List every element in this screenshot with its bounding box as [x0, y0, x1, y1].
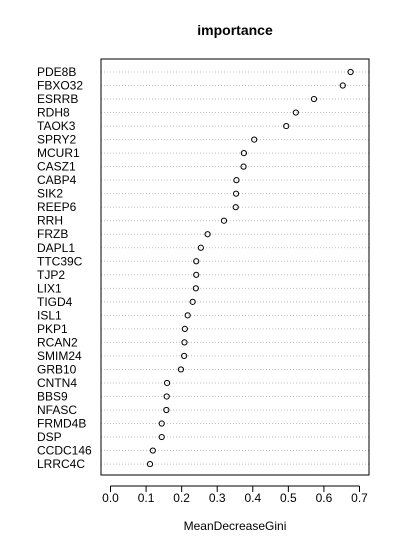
- category-label: ISL1: [37, 308, 62, 322]
- data-point: [184, 312, 191, 319]
- data-point: [292, 109, 299, 116]
- category-label: NFASC: [37, 403, 77, 417]
- data-point: [197, 244, 204, 251]
- category-label: CASZ1: [37, 160, 76, 174]
- category-label: FRZB: [37, 227, 68, 241]
- plot-frame: [100, 58, 370, 476]
- category-label: CCDC146: [37, 444, 92, 458]
- category-labels: PDE8BFBXO32ESRRBRDH8TAOK3SPRY2MCUR1CASZ1…: [37, 65, 92, 471]
- category-label: PKP1: [37, 322, 68, 336]
- category-label: DAPL1: [37, 241, 75, 255]
- x-tick-label: 0.1: [138, 491, 155, 505]
- data-point: [193, 271, 200, 278]
- data-point: [310, 95, 318, 103]
- x-tick-label: 0.7: [351, 491, 368, 505]
- category-label: SIK2: [37, 187, 63, 201]
- data-point: [193, 258, 200, 265]
- category-label: RRH: [37, 214, 63, 228]
- data-point: [251, 136, 258, 143]
- data-point: [181, 339, 188, 346]
- category-label: SPRY2: [37, 133, 76, 147]
- data-point: [192, 285, 199, 292]
- category-label: RCAN2: [37, 335, 78, 349]
- category-label: MCUR1: [37, 146, 80, 160]
- chart-title: importance: [197, 22, 273, 38]
- category-label: DSP: [37, 430, 62, 444]
- data-point: [158, 420, 165, 427]
- category-label: TTC39C: [37, 254, 83, 268]
- x-tick-label: 0.0: [102, 491, 119, 505]
- category-label: RDH8: [37, 106, 70, 120]
- data-point: [240, 163, 247, 170]
- category-label: LIX1: [37, 281, 62, 295]
- data-point: [158, 433, 165, 441]
- category-label: BBS9: [37, 389, 68, 403]
- category-label: PDE8B: [37, 65, 76, 79]
- data-point: [220, 217, 228, 224]
- data-point: [240, 150, 247, 157]
- data-point: [232, 204, 239, 211]
- category-label: FBXO32: [37, 79, 83, 93]
- category-label: LRRC4C: [37, 457, 85, 471]
- data-point: [146, 460, 154, 468]
- x-tick-label: 0.3: [209, 491, 226, 505]
- category-label: TJP2: [37, 268, 65, 282]
- category-label: CABP4: [37, 173, 77, 187]
- category-label: ESRRB: [37, 92, 78, 106]
- data-point: [204, 231, 211, 238]
- data-point: [163, 406, 170, 414]
- x-tick-label: 0.6: [316, 491, 333, 505]
- data-point: [339, 82, 346, 89]
- data-point: [283, 122, 290, 130]
- data-point: [233, 177, 240, 184]
- data-point: [189, 298, 196, 305]
- category-label: FRMD4B: [37, 417, 86, 431]
- data-point: [177, 366, 185, 373]
- grid-lines: [101, 71, 369, 465]
- data-point: [181, 325, 188, 332]
- data-point: [181, 352, 188, 360]
- category-label: TIGD4: [37, 295, 73, 309]
- category-label: CNTN4: [37, 376, 77, 390]
- data-point: [163, 393, 170, 400]
- data-point: [163, 379, 171, 387]
- x-tick-label: 0.5: [280, 491, 297, 505]
- data-point: [149, 447, 156, 454]
- x-tick-label: 0.4: [244, 491, 261, 505]
- data-point: [347, 68, 354, 76]
- x-axis: 0.0 0.1 0.2 0.3 0.4 0.5 0.6 0.7: [102, 485, 368, 505]
- category-label: GRB10: [37, 362, 77, 376]
- category-label: SMIM24: [37, 349, 82, 363]
- category-label: TAOK3: [37, 119, 76, 133]
- data-point: [232, 190, 240, 197]
- x-tick-label: 0.2: [173, 491, 190, 505]
- category-label: REEP6: [37, 200, 77, 214]
- data-points: [146, 68, 354, 468]
- x-axis-title: MeanDecreaseGini: [184, 519, 287, 533]
